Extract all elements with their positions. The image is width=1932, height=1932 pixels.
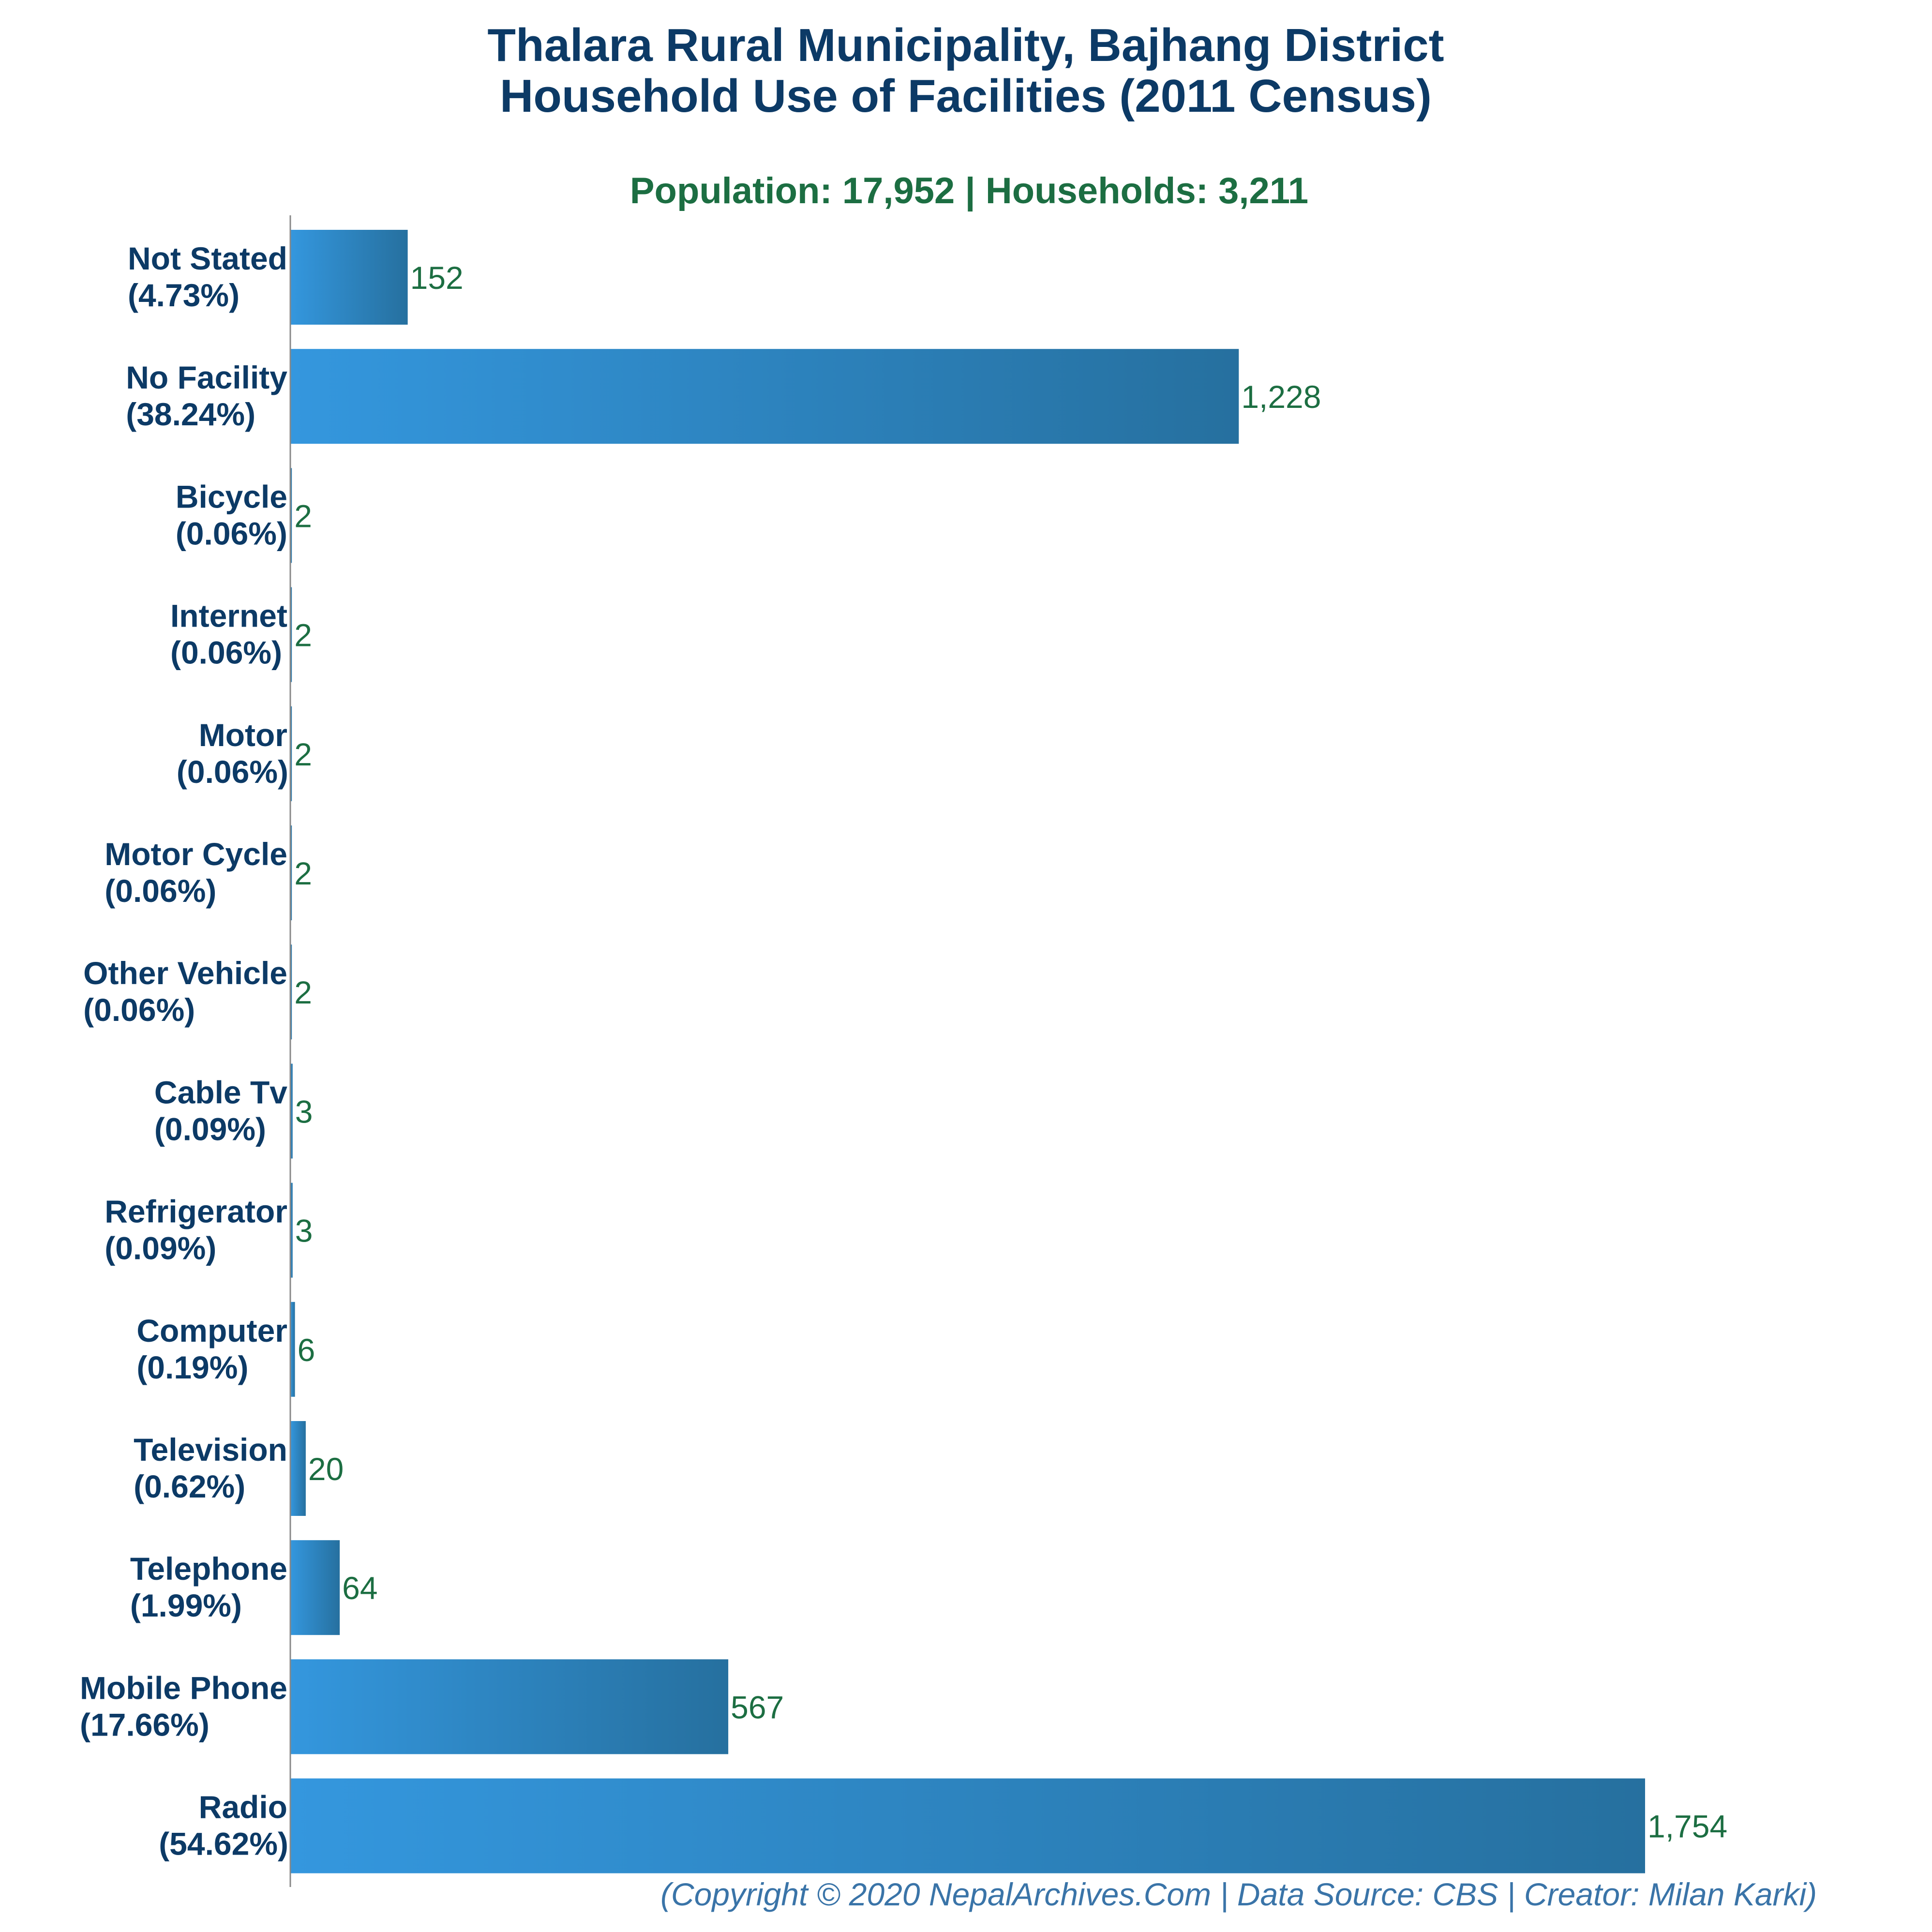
category-label-cable-tv: Cable Tv <box>154 1074 287 1110</box>
percent-label-motor-cycle: (0.06%) <box>105 873 216 909</box>
percent-label-bicycle: (0.06%) <box>176 515 287 551</box>
value-label-internet: 2 <box>294 617 312 653</box>
bar-motor <box>290 706 292 801</box>
value-label-bicycle: 2 <box>294 498 312 534</box>
bar-other-vehicle <box>290 944 292 1040</box>
value-labels-layer: 152 1,228 2 2 2 2 2 3 3 6 20 64 567 1,754 <box>294 260 1727 1844</box>
category-label-mobile-phone: Mobile Phone <box>80 1670 287 1706</box>
category-label-refrigerator: Refrigerator <box>105 1194 287 1229</box>
value-label-other-vehicle: 2 <box>294 974 312 1010</box>
bar-bicycle <box>290 468 292 563</box>
chart-subtitle: Population: 17,952 | Households: 3,211 <box>630 170 1308 212</box>
bar-cable-tv <box>290 1063 293 1159</box>
category-label-computer: Computer <box>136 1313 287 1348</box>
bars-layer <box>290 230 1645 1873</box>
bar-computer <box>290 1302 295 1397</box>
category-label-bicycle: Bicycle <box>176 479 287 514</box>
category-label-internet: Internet <box>170 598 287 634</box>
percent-label-no-facility: (38.24%) <box>126 396 255 432</box>
category-label-no-facility: No Facility <box>126 359 287 395</box>
percent-label-telephone: (1.99%) <box>130 1588 242 1623</box>
category-label-television: Television <box>134 1432 287 1468</box>
bar-internet <box>290 587 292 682</box>
value-label-mobile-phone: 567 <box>731 1689 784 1725</box>
value-label-motor: 2 <box>294 736 312 772</box>
percent-label-not-stated: (4.73%) <box>128 277 240 313</box>
value-label-radio: 1,754 <box>1647 1809 1727 1844</box>
copyright-footer: (Copyright © 2020 NepalArchives.Com | Da… <box>660 1876 1817 1913</box>
value-label-telephone: 64 <box>342 1570 377 1606</box>
percent-label-computer: (0.19%) <box>136 1349 248 1385</box>
category-label-motor: Motor <box>199 717 287 753</box>
percent-label-motor: (0.06%) <box>177 754 288 790</box>
category-label-radio: Radio <box>199 1789 287 1825</box>
percent-label-internet: (0.06%) <box>170 635 282 671</box>
percent-label-television: (0.62%) <box>134 1468 245 1504</box>
percent-label-other-vehicle: (0.06%) <box>83 992 195 1028</box>
category-label-telephone: Telephone <box>130 1551 287 1587</box>
percent-label-radio: (54.62%) <box>159 1826 288 1862</box>
bar-television <box>290 1421 306 1516</box>
percent-label-mobile-phone: (17.66%) <box>80 1707 210 1742</box>
bar-radio <box>290 1778 1645 1873</box>
percent-label-refrigerator: (0.09%) <box>105 1230 216 1266</box>
percent-label-cable-tv: (0.09%) <box>154 1111 266 1147</box>
bar-refrigerator <box>290 1183 293 1278</box>
category-labels-layer: Not Stated(4.73%) No Facility(38.24%) Bicy… <box>80 240 288 1862</box>
chart-title-line-1: Thalara Rural Municipality, Bajhang Dist… <box>487 19 1444 71</box>
value-label-no-facility: 1,228 <box>1241 379 1321 415</box>
bar-telephone <box>290 1540 340 1635</box>
category-label-motor-cycle: Motor Cycle <box>105 836 287 872</box>
value-label-television: 20 <box>308 1451 344 1487</box>
value-label-motor-cycle: 2 <box>294 855 312 891</box>
chart-title-line-2: Household Use of Facilities (2011 Census… <box>500 70 1432 122</box>
value-label-not-stated: 152 <box>410 260 464 296</box>
value-label-cable-tv: 3 <box>295 1093 313 1129</box>
bar-mobile-phone <box>290 1659 729 1754</box>
value-label-computer: 6 <box>298 1332 315 1368</box>
category-label-not-stated: Not Stated <box>128 240 287 276</box>
category-label-other-vehicle: Other Vehicle <box>83 955 287 991</box>
bar-motor-cycle <box>290 825 292 920</box>
bar-no-facility <box>290 349 1239 444</box>
value-label-refrigerator: 3 <box>295 1213 313 1249</box>
bar-not-stated <box>290 230 408 325</box>
